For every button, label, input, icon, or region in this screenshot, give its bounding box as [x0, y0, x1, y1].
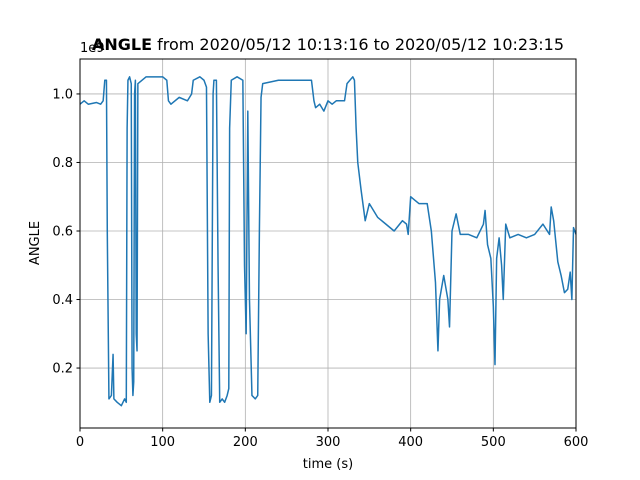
x-tick-label: 200: [233, 435, 258, 450]
x-tick-label: 100: [150, 435, 175, 450]
y-offset-label: 1e9: [80, 41, 105, 56]
grid-layer: [79, 59, 577, 428]
title-bold: ANGLE: [92, 35, 152, 54]
data-line: [80, 76, 576, 407]
y-tick-label: 0.8: [52, 156, 73, 171]
y-tick-label: 0.4: [52, 293, 73, 308]
plot-area: [80, 76, 576, 407]
chart-title: ANGLE from 2020/05/12 10:13:16 to 2020/0…: [92, 35, 564, 54]
x-tick-label: 300: [316, 435, 341, 450]
x-tick-label: 500: [481, 435, 506, 450]
x-tick-label: 0: [76, 435, 84, 450]
y-tick-label: 0.2: [52, 362, 73, 377]
x-tick-label: 400: [398, 435, 423, 450]
y-axis-label: ANGLE: [28, 221, 43, 265]
tick-layer: 0 100 200 300 400 500 600 0.2 0.4 0.6 0.8 1.0: [52, 87, 588, 450]
y-tick-label: 0.6: [52, 224, 73, 239]
x-tick-label: 600: [564, 435, 589, 450]
x-axis-label: time (s): [303, 457, 353, 472]
title-rest: from 2020/05/12 10:13:16 to 2020/05/12 1…: [157, 35, 564, 54]
y-tick-label: 1.0: [52, 87, 73, 102]
